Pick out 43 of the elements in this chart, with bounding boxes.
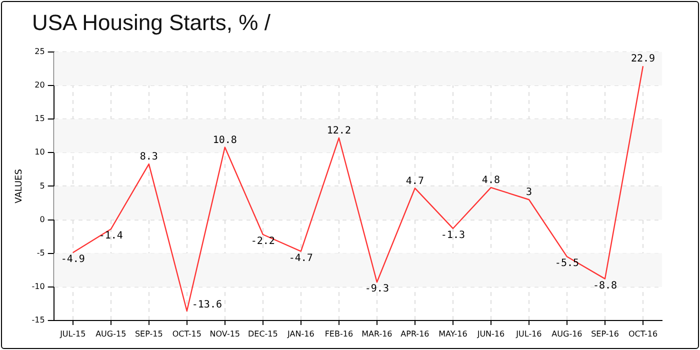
x-tick-label: AUG-15 — [96, 329, 126, 338]
y-tick-label: 20 — [34, 80, 45, 90]
data-label: -4.7 — [288, 252, 313, 264]
x-tick-label: JUL-16 — [515, 329, 542, 338]
x-tick-label: MAR-16 — [362, 329, 392, 338]
data-label: -5.5 — [554, 258, 580, 270]
y-tick-label: 10 — [34, 148, 45, 157]
x-tick-label: OCT-16 — [628, 329, 658, 338]
y-tick-label: 15 — [34, 114, 45, 124]
y-tick-label: 5 — [40, 181, 45, 190]
x-tick-label: FEB-16 — [324, 329, 354, 338]
data-label: -4.9 — [60, 254, 85, 266]
x-tick-label: AUG-16 — [552, 329, 582, 338]
x-tick-label: APR-16 — [400, 329, 430, 338]
x-tick-label: MAY-16 — [438, 329, 468, 338]
x-tick-label: SEP-16 — [591, 329, 619, 338]
x-tick-label: SEP-15 — [134, 329, 163, 338]
data-label: 22.9 — [630, 54, 656, 65]
y-tick-label: -10 — [32, 282, 45, 291]
data-label: -9.3 — [364, 284, 389, 295]
y-tick-label: 0 — [40, 214, 45, 224]
data-label: -1.3 — [440, 230, 465, 242]
y-tick-label: -15 — [32, 315, 45, 324]
data-label: 8.3 — [140, 152, 158, 163]
x-tick-label: NOV-15 — [210, 329, 240, 338]
data-label: 4.7 — [406, 176, 424, 187]
data-label: 3 — [526, 187, 532, 198]
y-tick-label: 25 — [34, 47, 45, 56]
y-axis-title: VALUES — [14, 168, 25, 204]
data-label: -8.8 — [592, 280, 618, 292]
y-tick-label: -5 — [36, 248, 45, 258]
data-label: 10.8 — [212, 134, 237, 146]
data-label: -13.6 — [192, 300, 222, 311]
x-tick-label: OCT-15 — [172, 329, 202, 338]
data-label: -1.4 — [98, 230, 123, 242]
x-tick-label: JAN-16 — [286, 329, 314, 338]
x-tick-label: JUL-15 — [59, 329, 86, 338]
data-label: 12.2 — [326, 125, 351, 136]
data-label: 4.8 — [482, 175, 500, 186]
chart-title: USA Housing Starts, % / — [32, 10, 270, 36]
x-tick-label: DEC-15 — [248, 329, 278, 338]
x-tick-label: JUN-16 — [476, 329, 505, 338]
data-label: -2.2 — [250, 236, 275, 248]
